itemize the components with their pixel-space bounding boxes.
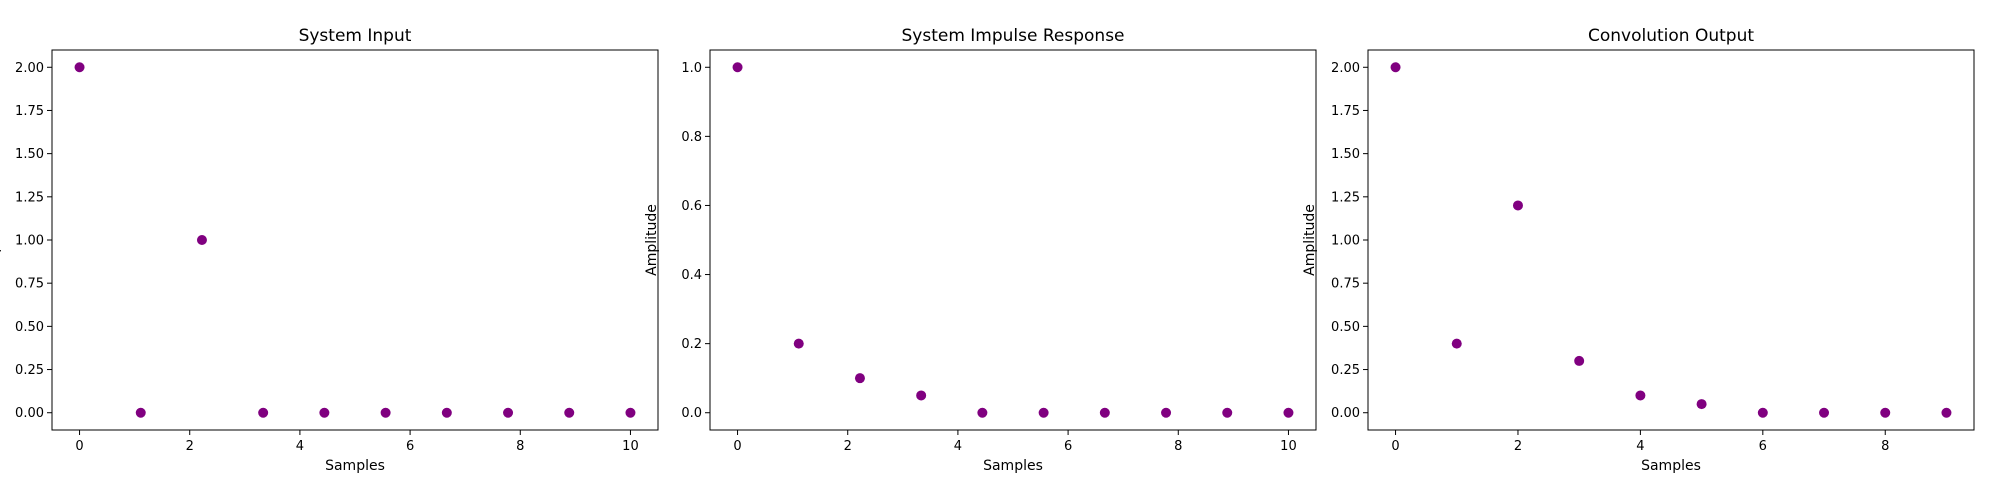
data-point <box>564 407 575 418</box>
data-point <box>793 338 804 349</box>
data-point <box>1819 407 1830 418</box>
x-tick-label: 8 <box>516 439 524 454</box>
y-tick-label: 1.25 <box>15 190 44 205</box>
x-tick-label: 0 <box>1391 439 1399 454</box>
data-point <box>503 407 514 418</box>
x-axis-label: Samples <box>983 458 1043 474</box>
x-tick-label: 0 <box>75 439 83 454</box>
data-point <box>380 407 391 418</box>
data-point <box>977 407 988 418</box>
data-point <box>1696 399 1707 410</box>
y-axis-label: Amplitude <box>1302 204 1318 276</box>
y-tick-label: 0.6 <box>681 199 702 214</box>
x-tick-label: 2 <box>844 439 852 454</box>
y-tick-label: 0.50 <box>1331 320 1360 335</box>
y-tick-label: 0.50 <box>15 320 44 335</box>
chart-1: System Input 0 2 4 6 8 10 0.00 0.25 0.50 0.75 1.00 1… <box>0 26 659 474</box>
x-tick-label: 6 <box>1759 439 1767 454</box>
x-tick-label: 4 <box>954 439 962 454</box>
x-tick-label: 8 <box>1174 439 1182 454</box>
data-point <box>1512 200 1523 211</box>
chart-title: Convolution Output <box>1588 26 1754 46</box>
data-point <box>441 407 452 418</box>
y-axis-label: Amplitude <box>0 204 2 276</box>
data-point <box>1222 407 1233 418</box>
y-tick-label: 0.2 <box>681 337 702 352</box>
data-point <box>1038 407 1049 418</box>
axes-frame <box>1367 49 1975 431</box>
x-axis-label: Samples <box>325 458 385 474</box>
x-tick-label: 10 <box>622 439 639 454</box>
x-tick-label: 4 <box>296 439 304 454</box>
y-tick-label: 1.25 <box>1331 190 1360 205</box>
data-point <box>625 407 636 418</box>
chart-3: Convolution Output 0 2 4 6 8 0.00 0.25 0.50 0.75 1… <box>1302 26 1975 474</box>
y-tick-label: 0.25 <box>15 363 44 378</box>
data-point <box>1574 355 1585 366</box>
y-tick-label: 1.50 <box>1331 147 1360 162</box>
y-tick-label: 1.75 <box>1331 104 1360 119</box>
y-tick-label: 0.75 <box>1331 277 1360 292</box>
y-tick-label: 1.50 <box>15 147 44 162</box>
data-point <box>1161 407 1172 418</box>
data-point <box>854 373 865 384</box>
y-tick-label: 0.00 <box>1331 406 1360 421</box>
data-point <box>1451 338 1462 349</box>
data-point <box>135 407 146 418</box>
data-point <box>74 62 85 73</box>
y-tick-label: 0.00 <box>15 406 44 421</box>
y-tick-label: 2.00 <box>15 61 44 76</box>
y-tick-label: 0.25 <box>1331 363 1360 378</box>
data-point <box>916 390 927 401</box>
data-point <box>732 62 743 73</box>
y-tick-label: 2.00 <box>1331 61 1360 76</box>
chart-2: System Impulse Response 0 2 4 6 8 10 0.0 0.2 0.4 0… <box>644 26 1317 474</box>
data-point <box>1283 407 1294 418</box>
chart-title: System Input <box>299 26 412 46</box>
y-tick-label: 1.00 <box>1331 234 1360 249</box>
x-axis-label: Samples <box>1641 458 1701 474</box>
x-tick-label: 8 <box>1881 439 1889 454</box>
axes-frame <box>709 49 1317 431</box>
y-tick-label: 1.00 <box>15 234 44 249</box>
y-tick-label: 0.8 <box>681 130 702 145</box>
y-tick-label: 1.75 <box>15 104 44 119</box>
x-tick-label: 2 <box>186 439 194 454</box>
y-tick-label: 0.0 <box>681 406 702 421</box>
data-point <box>1390 62 1401 73</box>
x-tick-label: 6 <box>406 439 414 454</box>
data-point <box>1099 407 1110 418</box>
y-tick-label: 0.75 <box>15 277 44 292</box>
x-tick-label: 2 <box>1514 439 1522 454</box>
y-tick-label: 0.4 <box>681 268 702 283</box>
x-tick-label: 0 <box>733 439 741 454</box>
y-axis-label: Amplitude <box>644 204 660 276</box>
x-tick-label: 10 <box>1280 439 1297 454</box>
data-point <box>1880 407 1891 418</box>
data-point <box>196 235 207 245</box>
x-tick-label: 6 <box>1064 439 1072 454</box>
axes-frame <box>51 49 659 431</box>
data-point <box>1757 407 1768 418</box>
y-tick-label: 1.0 <box>681 61 702 76</box>
data-point <box>1941 407 1952 418</box>
x-tick-label: 4 <box>1636 439 1644 454</box>
data-point <box>319 407 330 418</box>
data-point <box>258 407 269 418</box>
data-point <box>1635 390 1646 401</box>
chart-title: System Impulse Response <box>901 26 1124 46</box>
